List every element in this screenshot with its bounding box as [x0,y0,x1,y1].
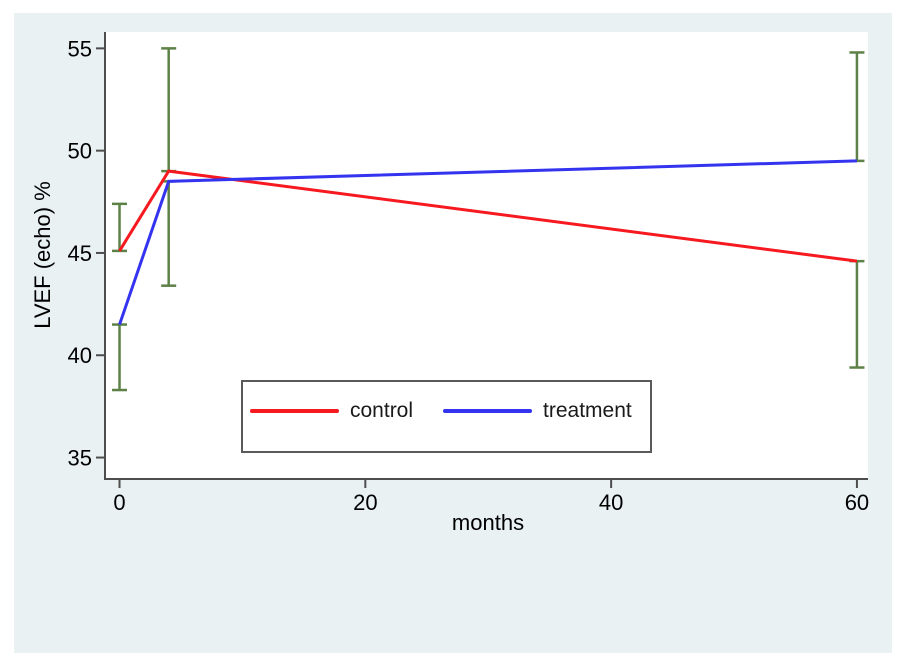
series-line-control [118,169,858,263]
y-tick-label: 55 [68,36,92,61]
legend-entry-control: control [250,399,413,423]
series-line-treatment [118,159,857,326]
legend-swatch-control [250,408,339,413]
x-tick-label: 40 [599,490,623,515]
y-tick-label: 35 [68,446,92,471]
x-tick-label: 60 [845,490,869,515]
legend-entry-treatment: treatment [443,399,632,423]
y-tick-label: 50 [68,139,92,164]
x-tick-label: 20 [353,490,377,515]
y-axis-title: LVEF (echo) % [30,181,55,329]
x-tick-label: 0 [113,490,125,515]
legend-swatch-treatment [443,408,533,413]
y-tick-label: 45 [68,241,92,266]
chart-plot-svg: 0 20 40 60 35 40 45 50 55 [68,32,869,515]
legend-box: control treatment [241,380,652,453]
legend-label-treatment: treatment [543,398,632,422]
legend-label-control: control [350,398,414,422]
chart-canvas: 0 20 40 60 35 40 45 50 55 LVEF (echo) % months c… [14,13,892,653]
y-tick-label: 40 [68,343,92,368]
x-axis-title: months [451,510,525,535]
